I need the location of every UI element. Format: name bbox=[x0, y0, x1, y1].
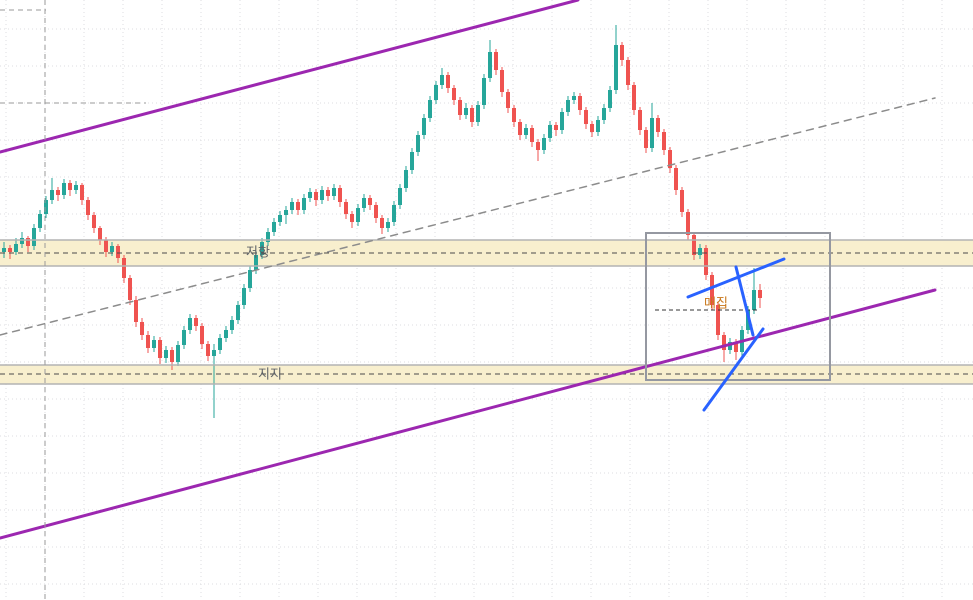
blue-drawn-lines-layer[interactable] bbox=[686, 257, 786, 412]
rising-dashed-trendline[interactable] bbox=[0, 97, 936, 336]
crosshair-layer bbox=[0, 0, 146, 600]
lower-channel-line[interactable] bbox=[0, 288, 937, 540]
blue-drawn-line[interactable] bbox=[702, 327, 765, 412]
highlight-box[interactable] bbox=[645, 232, 831, 381]
zone-fill-layer[interactable] bbox=[0, 240, 973, 384]
blue-drawn-line[interactable] bbox=[734, 265, 755, 337]
blue-drawn-line[interactable] bbox=[686, 257, 786, 299]
candles-layer bbox=[2, 25, 762, 418]
trendlines-layer[interactable] bbox=[0, 0, 937, 540]
zone-border-layer[interactable] bbox=[0, 239, 973, 385]
upper-channel-line[interactable] bbox=[0, 0, 580, 154]
